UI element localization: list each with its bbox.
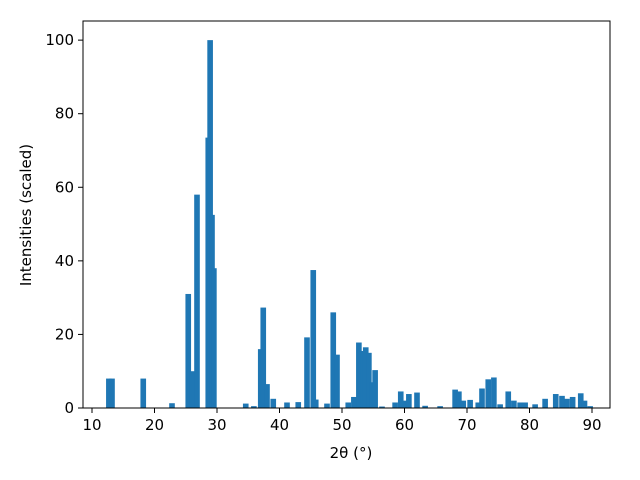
bar (517, 402, 523, 408)
bar (310, 270, 317, 408)
x-tick-label: 20 (145, 416, 164, 434)
bar (422, 405, 428, 408)
y-tick-label: 40 (55, 252, 74, 270)
bar (497, 404, 503, 408)
bar (456, 391, 462, 408)
bar (270, 398, 277, 408)
bar (356, 342, 362, 408)
x-tick-label: 10 (82, 416, 101, 434)
bar (587, 406, 593, 408)
bar (369, 382, 375, 408)
bar (295, 402, 302, 408)
bar (351, 396, 357, 408)
bar (577, 393, 584, 408)
bar (479, 388, 485, 408)
bar (569, 396, 576, 408)
bar (345, 402, 352, 408)
bar (185, 293, 192, 408)
bar (106, 378, 112, 408)
x-axis-label: 2θ (°) (330, 444, 373, 462)
bar (372, 370, 378, 408)
bar (194, 194, 200, 408)
bar (304, 337, 310, 408)
bar (475, 402, 482, 408)
bar (312, 399, 319, 408)
bar (330, 312, 337, 408)
bar (362, 347, 369, 408)
bar (211, 268, 217, 408)
bar (505, 391, 512, 408)
bar (264, 384, 270, 408)
bar (109, 378, 115, 408)
bar (324, 403, 330, 408)
bar (491, 377, 497, 408)
bar (460, 400, 467, 408)
bar (379, 406, 385, 408)
plot-frame (82, 20, 611, 409)
bar (522, 402, 528, 408)
bar (581, 400, 588, 408)
bar (169, 403, 175, 408)
x-tick-label: 50 (332, 416, 351, 434)
y-tick-label: 60 (55, 178, 74, 196)
x-tick-label: 30 (207, 416, 226, 434)
x-tick-label: 80 (520, 416, 539, 434)
bar (485, 379, 492, 408)
bar (564, 398, 570, 408)
bar (251, 406, 257, 408)
bar (334, 354, 340, 408)
bar (542, 398, 548, 408)
bar (260, 307, 267, 408)
x-tick-label: 70 (457, 416, 476, 434)
bar (189, 371, 195, 408)
bar (452, 389, 458, 408)
bar (511, 400, 517, 408)
bar (366, 352, 372, 408)
bar (467, 399, 473, 408)
y-tick-label: 100 (45, 31, 74, 49)
bar (437, 406, 443, 408)
bar (402, 400, 408, 408)
y-tick-label: 0 (64, 399, 74, 417)
bar (140, 378, 147, 408)
y-tick-label: 80 (55, 105, 74, 123)
bar (392, 402, 398, 408)
bar (552, 394, 559, 408)
y-tick-label: 20 (55, 325, 74, 343)
bar (242, 403, 249, 408)
y-axis-label: Intensities (scaled) (17, 144, 35, 286)
bar (559, 395, 565, 408)
bar (414, 392, 420, 408)
bar (397, 391, 404, 408)
bar (284, 402, 290, 408)
bar (532, 404, 538, 408)
x-tick-label: 60 (395, 416, 414, 434)
x-tick-label: 90 (582, 416, 601, 434)
bar (406, 394, 412, 408)
x-tick-label: 40 (270, 416, 289, 434)
